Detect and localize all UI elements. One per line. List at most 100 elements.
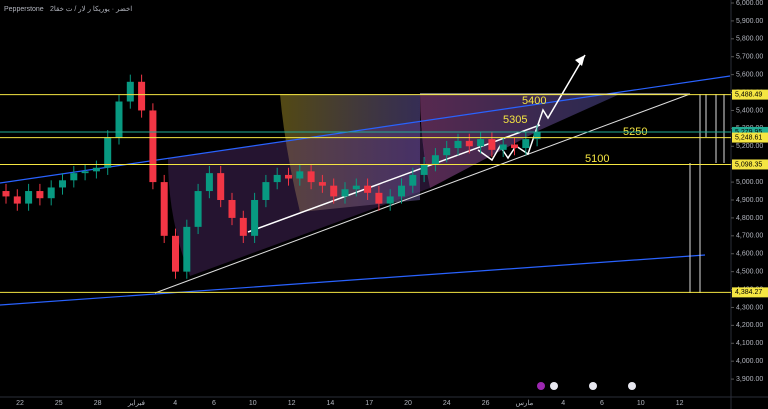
x-tick-label: 4 (173, 400, 177, 407)
candle-body (273, 174, 281, 183)
candle-body (375, 192, 383, 204)
candle-body (92, 167, 100, 172)
level-label: 5,098.35 (735, 161, 762, 168)
candle-body (228, 200, 236, 218)
y-tick-label: 4,100.00 (736, 340, 763, 347)
candle-body (160, 182, 168, 236)
y-tick-label: 5,200.00 (736, 143, 763, 150)
candle-body (454, 140, 462, 149)
y-tick-label: 5,700.00 (736, 54, 763, 61)
level-label-box (732, 89, 768, 100)
y-tick-label: 5,400.00 (736, 107, 763, 114)
candle-body (533, 131, 541, 140)
x-tick-label: 12 (288, 400, 296, 407)
y-tick-label: 4,800.00 (736, 215, 763, 222)
candle-body (70, 173, 78, 181)
candle-body (149, 110, 157, 183)
annotation: 5100 (585, 153, 609, 165)
x-tick-label: 10 (249, 400, 257, 407)
y-tick-label: 6,000.00 (736, 0, 763, 7)
candle-body (13, 196, 21, 204)
candle-body (25, 191, 33, 204)
event-icon (537, 382, 545, 390)
y-tick-label: 4,500.00 (736, 268, 763, 275)
x-tick-label: 25 (55, 400, 63, 407)
candle-body (205, 173, 213, 192)
event-icons (537, 382, 636, 390)
candle-body (307, 171, 315, 183)
y-tick-label: 3,900.00 (736, 376, 763, 383)
candle-body (352, 185, 360, 190)
annotation: 5305 (503, 114, 527, 126)
x-tick-label: 14 (327, 400, 335, 407)
candle-body (398, 185, 405, 197)
y-tick-label: 5,800.00 (736, 36, 763, 43)
arrow-head (575, 55, 585, 66)
candle-body (59, 180, 66, 188)
y-tick-label: 4,900.00 (736, 197, 763, 204)
candle-body (420, 164, 428, 175)
candle-body (296, 171, 304, 179)
level-label: 5,279.95 (735, 129, 762, 136)
x-tick-label: 4 (561, 400, 565, 407)
candle-body (431, 155, 439, 165)
y-tick-label: 5,000.00 (736, 179, 763, 186)
subtitle: 2اخضر · يوريكا ر لار / ت خقا (50, 5, 132, 13)
candle-body (318, 182, 326, 186)
candle-body (2, 191, 10, 197)
trend-line (0, 254, 706, 306)
level-label: 5,488.49 (735, 91, 762, 98)
candle-body (499, 144, 507, 150)
level-label-box (732, 126, 768, 137)
source: Pepperstone (4, 6, 44, 13)
x-tick-label: 12 (676, 400, 684, 407)
level-label-box (732, 159, 768, 170)
candle-body (511, 144, 518, 149)
candle-body (138, 81, 146, 111)
x-tick-label: 6 (212, 400, 216, 407)
y-tick-label: 4,600.00 (736, 251, 763, 258)
annotation: 5400 (522, 95, 546, 107)
candle-body (488, 139, 496, 150)
candle-body (285, 174, 292, 179)
candle-body (465, 140, 473, 147)
candle-body (47, 187, 55, 199)
candle-body (194, 191, 202, 227)
y-tick-label: 4,000.00 (736, 358, 763, 365)
x-tick-label: 10 (637, 400, 645, 407)
candle-body (262, 182, 270, 200)
candle-body (251, 200, 259, 236)
event-icon (628, 382, 636, 390)
y-tick-label: 5,600.00 (736, 71, 763, 78)
level-label: 5,248.61 (735, 134, 762, 141)
level-label: 4,384.27 (735, 289, 762, 296)
level-label-box (732, 287, 768, 298)
candle-body (126, 81, 134, 102)
x-tick-label: 22 (16, 400, 24, 407)
x-tick-label: 24 (443, 400, 451, 407)
y-tick-label: 4,200.00 (736, 322, 763, 329)
candle-body (36, 191, 44, 199)
candle-body (104, 137, 112, 168)
y-tick-label: 4,300.00 (736, 304, 763, 311)
candle-body (239, 217, 247, 236)
candle-body (443, 148, 451, 156)
candle-body (183, 226, 191, 272)
x-tick-label: فبراير (127, 399, 145, 407)
candle-body (217, 173, 225, 200)
candle-body (341, 189, 349, 197)
candle-body (522, 139, 530, 149)
candle-body (172, 235, 179, 272)
candle-body (477, 139, 485, 147)
level-label-box (732, 132, 768, 143)
event-icon (589, 382, 597, 390)
y-tick-label: 5,900.00 (736, 18, 763, 25)
x-tick-label: 28 (94, 400, 102, 407)
triangle-line (154, 93, 691, 294)
event-icon (550, 382, 558, 390)
candle-body (386, 196, 394, 204)
x-tick-label: 20 (404, 400, 412, 407)
candle-body (115, 101, 123, 138)
